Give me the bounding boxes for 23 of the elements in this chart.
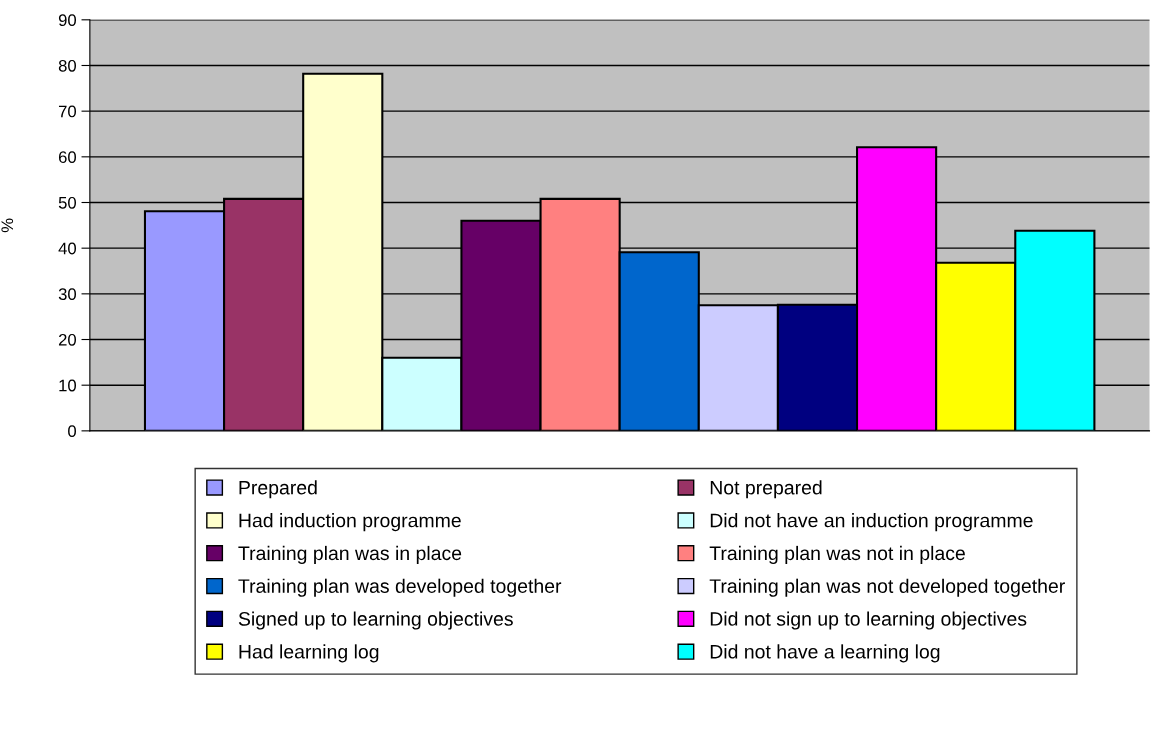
y-tick-label: 60 [58,151,77,164]
legend-label: Not prepared [710,480,822,499]
y-tick-label: 0 [68,425,77,438]
legend-label: Did not have an induction programme [710,513,1033,532]
legend-label: Training plan was in place [238,545,462,564]
legend-label: Had learning log [239,644,379,663]
legend-label: Had induction programme [239,513,461,532]
legend-label: Prepared [239,480,317,499]
y-tick-label: 70 [58,105,77,118]
y-tick-label: 40 [58,242,77,255]
y-axis-title: % [1,218,14,233]
y-tick-label: 50 [58,196,77,209]
y-tick-label: 90 [58,14,77,27]
y-tick-label: 80 [58,59,77,72]
y-tick-label: 10 [59,379,77,392]
y-tick-label: 20 [58,333,77,346]
y-tick-label: 30 [58,288,77,301]
legend-label: Training plan was not developed together [709,578,1065,597]
legend-label: Training plan was not in place [709,545,965,564]
legend-label: Training plan was developed together [238,578,562,597]
legend-label: Did not sign up to learning objectives [710,611,1027,630]
legend-label: Did not have a learning log [710,644,940,663]
legend-label: Signed up to learning objectives [238,611,513,630]
